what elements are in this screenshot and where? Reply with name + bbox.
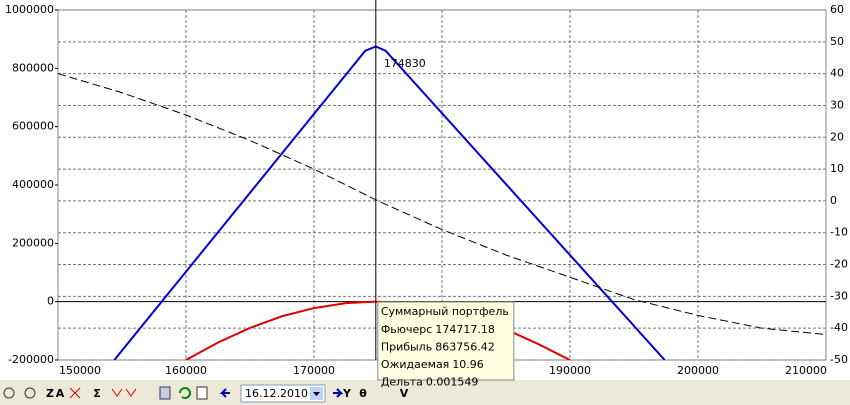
y-tick-label: 800000 <box>12 61 54 74</box>
cross-icon[interactable] <box>69 387 81 399</box>
toolbar-button[interactable]: V <box>400 387 409 400</box>
toolbar <box>0 380 850 405</box>
y2-tick-label: -30 <box>830 289 848 302</box>
y-tick-label: 400000 <box>12 178 54 191</box>
y-tick-label: 0 <box>47 295 54 308</box>
dropdown-arrow <box>313 392 320 396</box>
series-line <box>58 73 826 336</box>
y-tick-label: 600000 <box>12 120 54 133</box>
tooltip-title: Суммарный портфель <box>381 305 509 318</box>
zoom-out-icon[interactable] <box>24 387 36 399</box>
date-box[interactable] <box>240 384 326 403</box>
tooltip-value: 863756.42 <box>435 341 495 354</box>
copy-icon[interactable] <box>159 386 171 400</box>
doc-icon[interactable] <box>196 386 208 400</box>
cursor-label: 174830 <box>384 57 426 70</box>
x-tick-label: 170000 <box>293 364 335 377</box>
toolbar-button[interactable]: Σ <box>93 387 101 400</box>
zoom-in-icon[interactable] <box>3 387 15 399</box>
y2-tick-label: -50 <box>830 353 848 366</box>
next-icon[interactable] <box>333 388 344 398</box>
prev-icon[interactable] <box>219 388 230 398</box>
tooltip <box>377 301 515 381</box>
tooltip-label: Дельта <box>381 376 423 389</box>
y2-tick-label: 40 <box>830 67 844 80</box>
curve-icons[interactable] <box>111 388 137 397</box>
refresh-icon[interactable] <box>179 387 191 399</box>
y2-tick-label: -20 <box>830 258 848 271</box>
y-tick-label: -200000 <box>8 353 54 366</box>
toolbar-button[interactable]: Y <box>342 387 352 400</box>
tooltip-label: Ожидаемая <box>381 358 450 371</box>
tooltip-label: Прибыль <box>381 341 432 354</box>
tooltip-value: 174717.18 <box>435 323 495 336</box>
toolbar-button[interactable]: θ <box>359 387 367 400</box>
toolbar-button[interactable]: Z <box>46 387 54 400</box>
tooltip-value: 10.96 <box>452 358 484 371</box>
x-tick-label: 160000 <box>165 364 207 377</box>
toolbar-button[interactable]: A <box>56 387 65 400</box>
y2-tick-label: 30 <box>830 98 844 111</box>
y2-tick-label: 50 <box>830 35 844 48</box>
y2-tick-label: -40 <box>830 321 848 334</box>
y2-tick-label: 0 <box>830 194 837 207</box>
y-tick-label: 1000000 <box>5 3 54 16</box>
toolbar-buttons: 16.12.2010 <box>3 384 344 403</box>
y2-tick-label: -10 <box>830 226 848 239</box>
tooltip-value: 0.001549 <box>426 376 479 389</box>
date-value[interactable]: 16.12.2010 <box>245 387 308 400</box>
y-tick-label: 200000 <box>12 236 54 249</box>
tooltip-label: Фьючерс <box>381 323 433 336</box>
y2-tick-label: 60 <box>830 3 844 16</box>
y2-tick-label: 10 <box>830 162 844 175</box>
x-tick-label: 200000 <box>677 364 719 377</box>
x-tick-label: 150000 <box>59 364 101 377</box>
x-tick-label: 190000 <box>549 364 591 377</box>
x-tick-label: 210000 <box>785 364 827 377</box>
y2-tick-label: 20 <box>830 130 844 143</box>
